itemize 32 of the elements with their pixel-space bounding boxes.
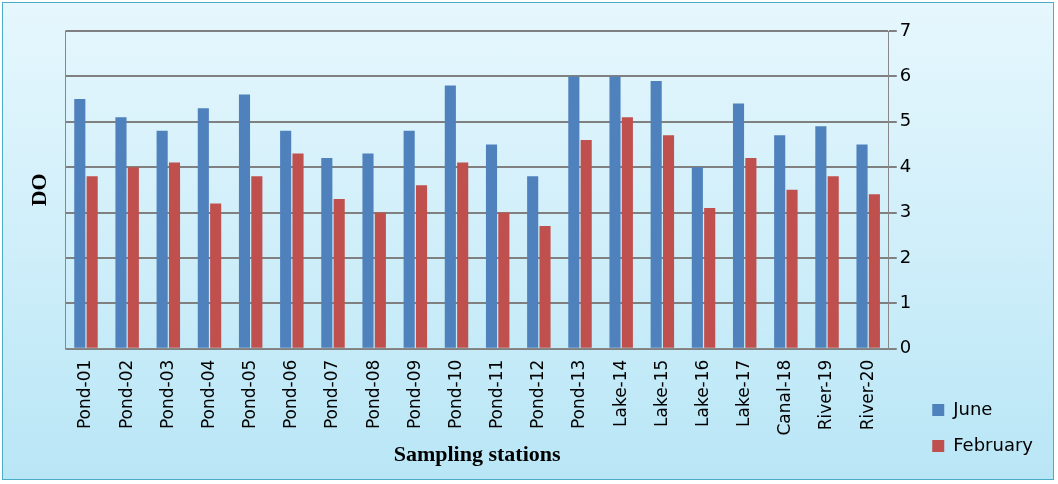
y-tick-label: 3 — [899, 200, 912, 222]
y-tick-label: 4 — [899, 154, 912, 176]
y-tick-label: 2 — [899, 245, 912, 267]
y-tick-label: 1 — [899, 290, 912, 312]
y-tick-label: 6 — [899, 64, 912, 86]
y-tick-label: 0 — [899, 336, 912, 358]
x-tick-label: Pond-06 — [280, 359, 301, 430]
x-tick-label: Lake-15 — [650, 359, 671, 427]
x-tick-label: Lake-16 — [691, 359, 712, 427]
y-tick-label: 7 — [899, 18, 912, 40]
x-tick-label: Pond-09 — [403, 359, 424, 430]
y-axis-title: DO — [25, 173, 51, 207]
x-tick-label: Pond-13 — [568, 359, 589, 430]
y-tick-label: 5 — [899, 109, 912, 131]
x-tick-label: Pond-08 — [362, 359, 383, 430]
x-tick-label: Pond-07 — [321, 359, 342, 430]
x-tick-label: Pond-03 — [156, 359, 177, 430]
x-tick-label: Pond-05 — [239, 359, 260, 430]
legend-label: February — [953, 433, 1034, 455]
x-tick-label: Lake-17 — [733, 359, 754, 427]
x-tick-label: Canal-18 — [774, 359, 795, 436]
x-tick-label: Pond-01 — [74, 359, 95, 430]
x-tick-label: River-19 — [815, 359, 836, 431]
x-axis-title: Sampling stations — [393, 441, 561, 467]
legend-label: June — [952, 397, 993, 419]
x-tick-label: Lake-14 — [609, 359, 630, 427]
x-tick-label: Pond-12 — [527, 359, 548, 430]
x-tick-label: Pond-10 — [444, 359, 465, 430]
x-tick-label: Pond-04 — [197, 359, 218, 430]
x-tick-label: Pond-02 — [115, 359, 136, 430]
x-tick-label: River-20 — [856, 359, 877, 431]
x-tick-label: Pond-11 — [486, 359, 507, 430]
